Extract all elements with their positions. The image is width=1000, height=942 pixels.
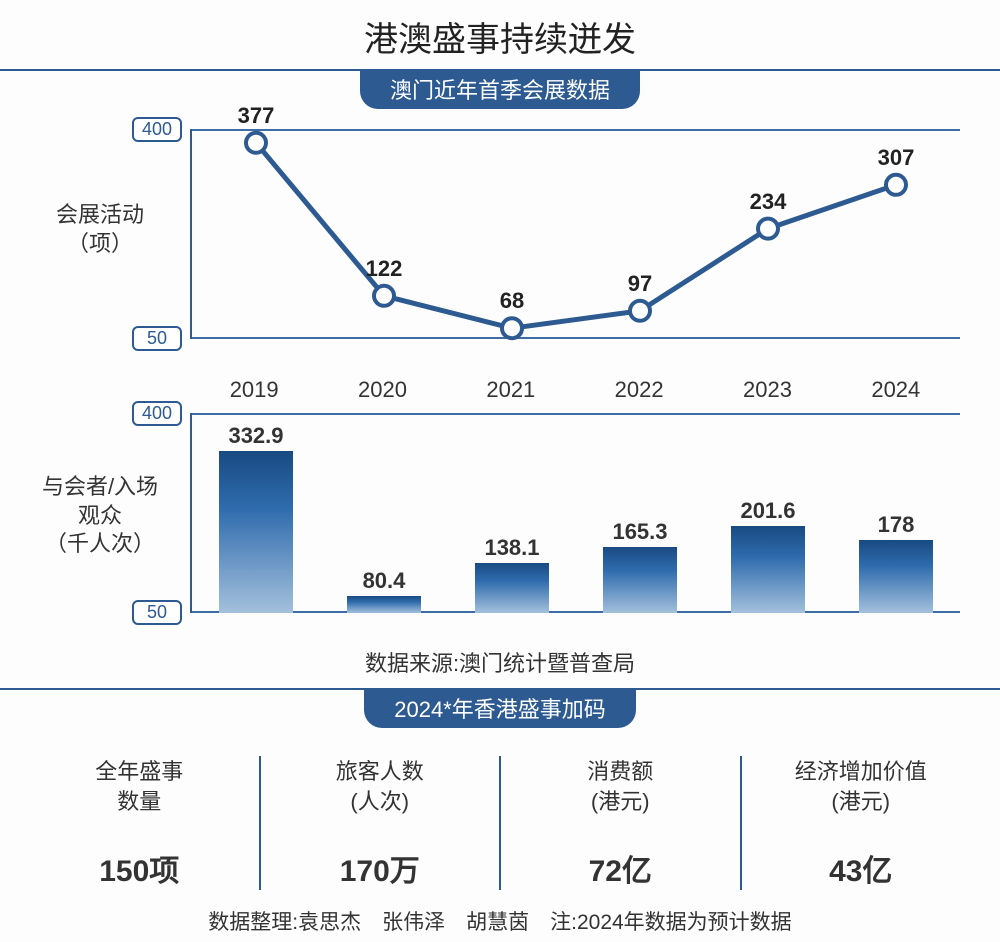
line-plot: 400 50 3771226897234307 xyxy=(190,129,960,339)
stat-item: 旅客人数(人次) 170万 xyxy=(261,756,502,890)
line-point-label: 307 xyxy=(878,145,915,171)
main-title: 港澳盛事持续迸发 xyxy=(0,0,1000,69)
data-source: 数据来源:澳门统计暨普查局 xyxy=(0,638,1000,688)
bar: 138.1 xyxy=(475,563,549,613)
line-ytick-low: 50 xyxy=(132,326,182,351)
line-y-label: 会展活动（项） xyxy=(35,201,165,258)
bar: 178 xyxy=(859,540,933,613)
footnote: 数据整理:袁思杰 张伟泽 胡慧茵 注:2024年数据为预计数据 xyxy=(0,900,1000,942)
stat-item: 全年盛事数量 150项 xyxy=(20,756,261,890)
bars-row: 332.9 80.4 138.1 165.3 201.6 178 xyxy=(192,413,960,613)
bar-ytick-low: 50 xyxy=(132,600,182,625)
line-svg xyxy=(192,129,960,339)
stat-title: 全年盛事数量 xyxy=(24,756,255,818)
stat-item: 经济增加价值(港元) 43亿 xyxy=(742,756,981,890)
line-point-label: 122 xyxy=(366,256,403,282)
x-tick: 2020 xyxy=(318,377,446,403)
bar: 165.3 xyxy=(603,547,677,613)
bar-slot: 332.9 xyxy=(192,413,320,613)
bar-plot: 400 50 332.9 80.4 138.1 165.3 201.6 178 xyxy=(190,413,960,613)
bar-label: 178 xyxy=(878,512,915,538)
stat-title: 经济增加价值(港元) xyxy=(746,756,977,818)
bar: 80.4 xyxy=(347,596,421,613)
line-chart-block: 会展活动（项） 400 50 3771226897234307 20192020… xyxy=(0,111,1000,403)
x-tick: 2019 xyxy=(190,377,318,403)
bar-slot: 165.3 xyxy=(576,413,704,613)
bar-label: 138.1 xyxy=(484,535,539,561)
bar: 201.6 xyxy=(731,526,805,613)
stat-value: 170万 xyxy=(265,818,496,890)
bar-slot: 138.1 xyxy=(448,413,576,613)
line-point-label: 97 xyxy=(628,271,652,297)
stat-title: 旅客人数(人次) xyxy=(265,756,496,818)
section2-pill: 2024*年香港盛事加码 xyxy=(364,688,636,728)
x-tick: 2022 xyxy=(575,377,703,403)
section1-pill: 澳门近年首季会展数据 xyxy=(360,69,640,109)
bar-label: 332.9 xyxy=(228,423,283,449)
bar: 332.9 xyxy=(219,451,293,613)
bar-ytick-high: 400 xyxy=(132,401,182,426)
stat-value: 72亿 xyxy=(505,818,736,890)
line-point-label: 68 xyxy=(500,288,524,314)
bar-label: 201.6 xyxy=(740,498,795,524)
line-ytick-high: 400 xyxy=(132,117,182,142)
bar-slot: 201.6 xyxy=(704,413,832,613)
x-tick: 2024 xyxy=(832,377,960,403)
x-tick: 2023 xyxy=(703,377,831,403)
bar-slot: 80.4 xyxy=(320,413,448,613)
stat-value: 43亿 xyxy=(746,818,977,890)
stat-item: 消费额(港元) 72亿 xyxy=(501,756,742,890)
bar-label: 80.4 xyxy=(363,568,406,594)
x-axis-labels: 201920202021202220232024 xyxy=(0,371,1000,403)
line-point-label: 234 xyxy=(750,189,787,215)
bar-y-label: 与会者/入场观众（千人次） xyxy=(35,473,165,559)
bar-chart-block: 与会者/入场观众（千人次） 400 50 332.9 80.4 138.1 16… xyxy=(0,403,1000,638)
stat-title: 消费额(港元) xyxy=(505,756,736,818)
stat-value: 150项 xyxy=(24,818,255,890)
stats-row: 全年盛事数量 150项 旅客人数(人次) 170万 消费额(港元) 72亿 经济… xyxy=(0,730,1000,900)
line-point-label: 377 xyxy=(238,103,275,129)
bar-slot: 178 xyxy=(832,413,960,613)
x-tick: 2021 xyxy=(447,377,575,403)
bar-label: 165.3 xyxy=(612,519,667,545)
